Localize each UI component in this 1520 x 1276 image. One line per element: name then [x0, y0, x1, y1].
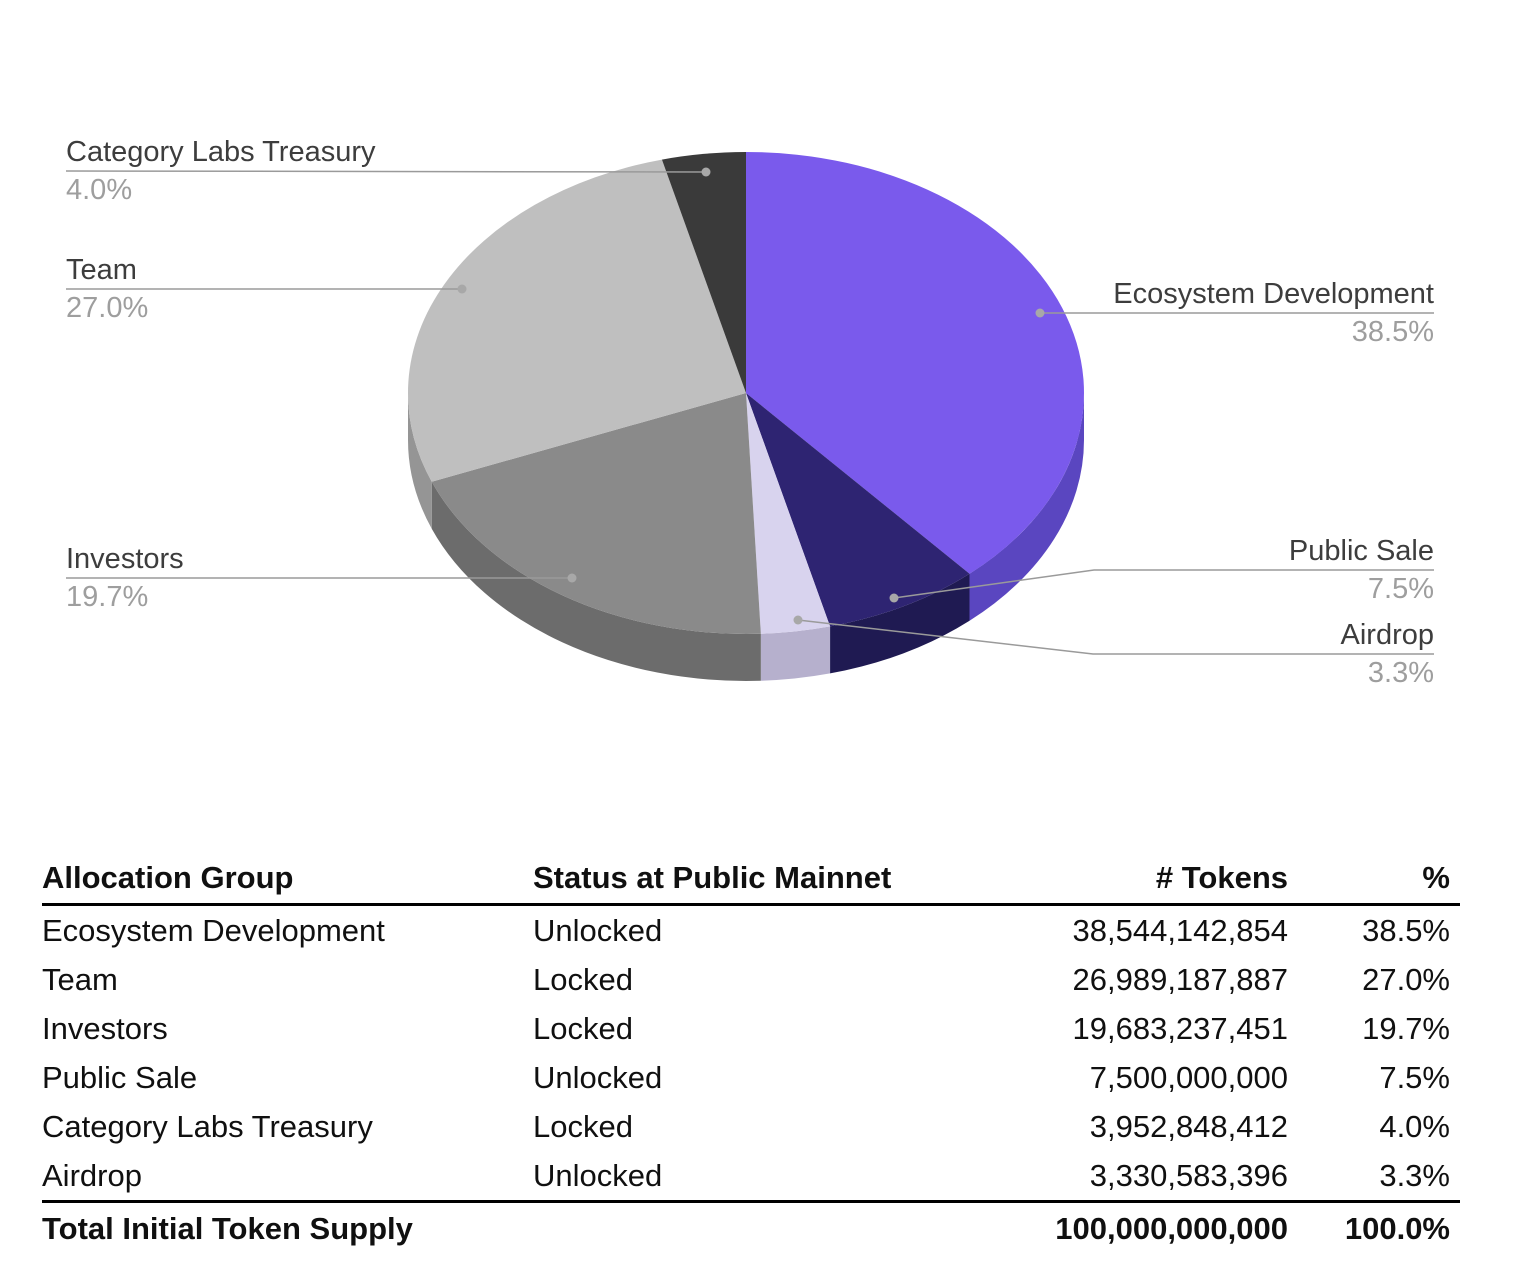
cell-tokens: 3,952,848,412	[1089, 1108, 1288, 1144]
table-row: Airdrop Unlocked 3,330,583,396 3.3%	[42, 1151, 1460, 1202]
cell-allocation-group: Category Labs Treasury	[42, 1108, 373, 1144]
pie-slice-public-sale	[746, 393, 970, 627]
cell-tokens: 7,500,000,000	[1089, 1059, 1288, 1095]
table-row: Category Labs Treasury Locked 3,952,848,41…	[42, 1102, 1460, 1151]
total-percent: 100.0%	[1288, 1200, 1460, 1255]
leader-dot-team	[457, 284, 467, 294]
slice-label: Category Labs Treasury	[66, 136, 376, 168]
cell-allocation-group: Public Sale	[42, 1059, 198, 1095]
slice-percent: 38.5%	[1351, 316, 1434, 348]
cell-status: Locked	[533, 1010, 633, 1046]
slice-percent: 19.7%	[66, 581, 149, 613]
cell-percent: 19.7%	[1362, 1010, 1450, 1046]
allocation-table: Allocation Group Status at Public Mainne…	[42, 853, 1460, 1255]
leader-dot-ecosystem-development	[1035, 308, 1045, 318]
pie-slice-team	[407, 159, 746, 482]
cell-status: Unlocked	[533, 1157, 663, 1193]
column-header-percent: %	[1288, 853, 1460, 906]
callout-team: Team 27.0%	[66, 253, 496, 325]
slice-label: Team	[66, 254, 137, 286]
cell-tokens: 3,330,583,396	[1089, 1157, 1288, 1193]
cell-percent: 4.0%	[1379, 1108, 1450, 1144]
cell-tokens: 26,989,187,887	[1072, 961, 1289, 997]
leader-dot-airdrop	[793, 615, 803, 625]
pie-slice-side-airdrop	[760, 626, 831, 681]
cell-status: Unlocked	[533, 1059, 663, 1095]
allocation-table-section: Allocation Group Status at Public Mainne…	[42, 853, 1460, 1255]
leader-dot-investors	[567, 573, 577, 583]
cell-percent: 38.5%	[1362, 912, 1450, 948]
cell-allocation-group: Airdrop	[42, 1157, 142, 1193]
leader-line-public-sale	[893, 569, 1434, 599]
total-status	[533, 1200, 983, 1255]
table-total-row: Total Initial Token Supply 100,000,000,0…	[42, 1200, 1460, 1255]
cell-tokens: 19,683,237,451	[1072, 1010, 1289, 1046]
callout-investors: Investors 19.7%	[66, 542, 496, 614]
leader-line-category-labs-treasury	[65, 170, 707, 173]
leader-dot-category-labs-treasury	[701, 167, 711, 177]
table-row: Investors Locked 19,683,237,451 19.7%	[42, 1004, 1460, 1053]
total-tokens: 100,000,000,000	[983, 1200, 1288, 1255]
table-header-row: Allocation Group Status at Public Mainne…	[42, 853, 1460, 906]
callout-public-sale: Public Sale 7.5%	[1004, 534, 1434, 606]
column-header-tokens: # Tokens	[983, 853, 1288, 906]
callout-category-labs-treasury: Category Labs Treasury 4.0%	[66, 135, 496, 207]
slice-label: Public Sale	[1288, 535, 1434, 567]
pie-chart	[65, 152, 1434, 681]
slice-label: Investors	[66, 543, 184, 575]
pie-slice-category-labs-treasury	[661, 152, 746, 393]
table-row: Public Sale Unlocked 7,500,000,000 7.5%	[42, 1053, 1460, 1102]
column-header-status: Status at Public Mainnet	[533, 853, 983, 906]
table-row: Ecosystem Development Unlocked 38,544,142,…	[42, 905, 1460, 956]
slice-percent: 7.5%	[1367, 573, 1434, 605]
slice-percent: 27.0%	[66, 292, 149, 324]
slice-label: Ecosystem Development	[1113, 278, 1434, 310]
cell-allocation-group: Team	[42, 961, 118, 997]
cell-tokens: 38,544,142,854	[1072, 912, 1289, 948]
pie-slice-side-investors	[431, 481, 761, 681]
total-label: Total Initial Token Supply	[42, 1200, 533, 1255]
pie-slice-side-ecosystem-development	[969, 393, 1084, 621]
token-allocation-pie-figure: Category Labs Treasury 4.0% Team 27.0% I…	[65, 135, 1435, 690]
table-row: Team Locked 26,989,187,887 27.0%	[42, 955, 1460, 1004]
cell-percent: 3.3%	[1379, 1157, 1450, 1193]
pie-slice-ecosystem-development	[746, 152, 1085, 574]
cell-allocation-group: Investors	[42, 1010, 168, 1046]
slice-label: Airdrop	[1340, 619, 1435, 651]
cell-status: Locked	[533, 961, 633, 997]
slice-percent: 4.0%	[66, 174, 133, 206]
column-header-allocation-group: Allocation Group	[42, 853, 533, 906]
cell-percent: 27.0%	[1362, 961, 1450, 997]
cell-allocation-group: Ecosystem Development	[42, 912, 385, 948]
cell-percent: 7.5%	[1379, 1059, 1450, 1095]
callout-airdrop: Airdrop 3.3%	[1004, 618, 1435, 690]
pie-slice-side-team	[408, 393, 432, 529]
leader-dot-public-sale	[889, 593, 899, 603]
cell-status: Locked	[533, 1108, 633, 1144]
cell-status: Unlocked	[533, 912, 663, 948]
callout-ecosystem-development: Ecosystem Development 38.5%	[1004, 277, 1434, 349]
pie-slice-side-public-sale	[830, 573, 970, 674]
leader-line-airdrop	[797, 619, 1434, 655]
pie-slice-investors	[431, 393, 761, 634]
pie-slice-airdrop	[746, 393, 831, 634]
slice-percent: 3.3%	[1367, 657, 1434, 689]
